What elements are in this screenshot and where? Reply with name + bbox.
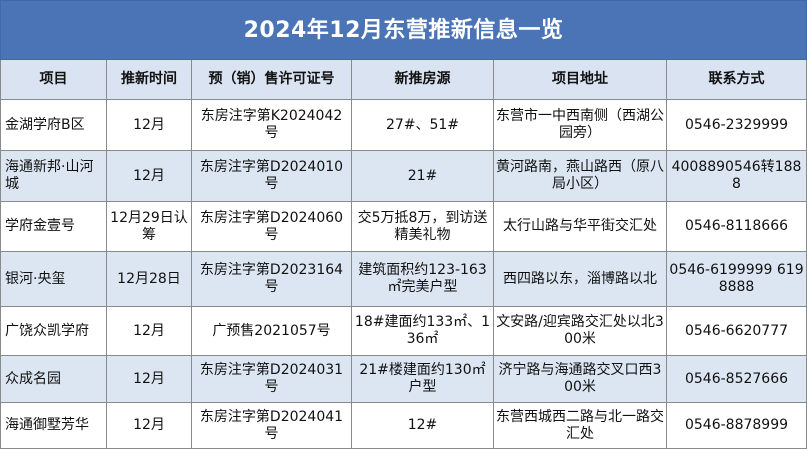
time-cell: 12月 [106,306,192,356]
table-row: 学府金壹号 12月29日认筹 东房注字第D2024060号 交5万抵8万，到访送… [0,201,807,252]
project-cell: 广饶众凯学府 [0,306,107,356]
units-cell: 27#、51# [351,99,494,151]
contact-cell: 0546-6620777 [665,306,807,356]
address-cell: 黄河路南，燕山路西（原八局小区） [493,150,667,202]
project-cell: 金湖学府B区 [0,99,107,151]
address-cell: 济宁路与海通路交叉口西300米 [493,355,667,403]
time-cell: 12月29日认筹 [106,201,192,252]
contact-cell: 0546-6199999 6198888 [665,251,807,307]
address-cell: 西四路以东，淄博路以北 [493,251,667,307]
time-cell: 12月 [106,99,192,151]
table-row: 金湖学府B区 12月 东房注字第K2024042号 27#、51# 东营市一中西… [0,99,807,151]
contact-cell: 0546-8878999 [665,402,807,449]
units-cell: 12# [351,402,494,449]
column-header-units: 新推房源 [351,59,494,100]
project-cell: 众成名园 [0,355,107,403]
units-cell: 交5万抵8万，到访送精美礼物 [351,201,494,252]
column-header-license: 预（销）售许可证号 [191,59,352,100]
project-cell: 海通御墅芳华 [0,402,107,449]
table-row: 海通御墅芳华 12月 东房注字第D2024041号 12# 东营西城西二路与北一… [0,402,807,449]
contact-cell: 4008890546转1888 [665,150,807,202]
header-row: 项目 推新时间 预（销）售许可证号 新推房源 项目地址 联系方式 [0,59,807,100]
license-cell: 东房注字第D2024031号 [191,355,352,403]
time-cell: 12月 [106,355,192,403]
table-title: 2024年12月东营推新信息一览 [0,0,807,60]
table-row: 银河·央玺 12月28日 东房注字第D2023164号 建筑面积约123-163… [0,251,807,307]
project-cell: 海通新邦·山河城 [0,150,107,202]
project-cell: 学府金壹号 [0,201,107,252]
address-cell: 东营市一中西南侧（西湖公园旁） [493,99,667,151]
project-cell: 银河·央玺 [0,251,107,307]
time-cell: 12月28日 [106,251,192,307]
contact-cell: 0546-8527666 [665,355,807,403]
contact-cell: 0546-2329999 [665,99,807,151]
address-cell: 文安路/迎宾路交汇处以北300米 [493,306,667,356]
column-header-contact: 联系方式 [665,59,807,100]
units-cell: 21#楼建面约130㎡户型 [351,355,494,403]
table-row: 海通新邦·山河城 12月 东房注字第D2024010号 21# 黄河路南，燕山路… [0,150,807,202]
units-cell: 21# [351,150,494,202]
license-cell: 东房注字第D2023164号 [191,251,352,307]
time-cell: 12月 [106,150,192,202]
address-cell: 太行山路与华平街交汇处 [493,201,667,252]
license-cell: 东房注字第D2024060号 [191,201,352,252]
column-header-time: 推新时间 [106,59,192,100]
units-cell: 建筑面积约123-163㎡完美户型 [351,251,494,307]
license-cell: 广预售2021057号 [191,306,352,356]
column-header-project: 项目 [0,59,107,100]
units-cell: 18#建面约133㎡、136㎡ [351,306,494,356]
contact-cell: 0546-8118666 [665,201,807,252]
table-row: 众成名园 12月 东房注字第D2024031号 21#楼建面约130㎡户型 济宁… [0,355,807,403]
address-cell: 东营西城西二路与北一路交汇处 [493,402,667,449]
column-header-address: 项目地址 [493,59,667,100]
license-cell: 东房注字第K2024042号 [191,99,352,151]
license-cell: 东房注字第D2024041号 [191,402,352,449]
table-row: 广饶众凯学府 12月 广预售2021057号 18#建面约133㎡、136㎡ 文… [0,306,807,356]
license-cell: 东房注字第D2024010号 [191,150,352,202]
time-cell: 12月 [106,402,192,449]
